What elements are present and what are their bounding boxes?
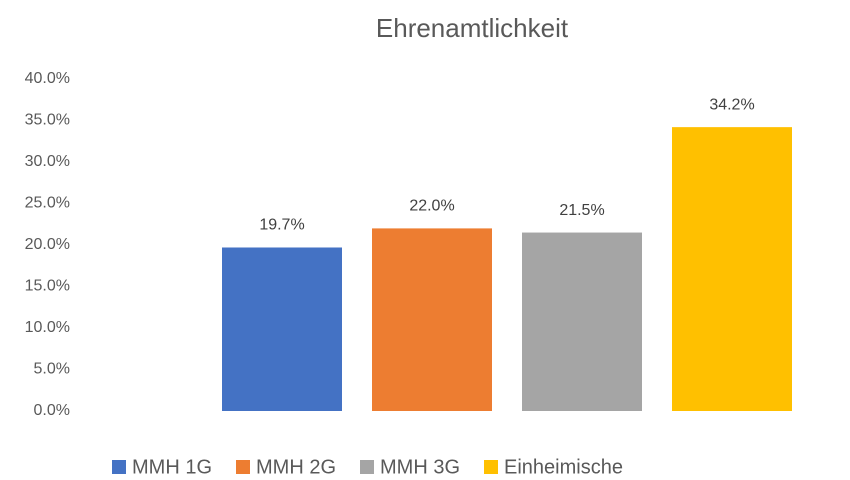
y-tick-label: 10.0% (25, 319, 70, 336)
legend-label: MMH 2G (256, 456, 336, 478)
bar (372, 228, 492, 411)
chart-title: Ehrenamtlichkeit (376, 13, 569, 43)
y-tick-label: 15.0% (25, 278, 70, 295)
legend-swatch (112, 460, 126, 474)
bar (522, 232, 642, 411)
y-tick-label: 5.0% (34, 361, 70, 378)
bar (672, 127, 792, 411)
data-label: 34.2% (709, 96, 754, 113)
y-tick-label: 25.0% (25, 195, 70, 212)
y-tick-label: 20.0% (25, 236, 70, 253)
legend-label: MMH 3G (380, 456, 460, 478)
legend-swatch (236, 460, 250, 474)
y-tick-label: 40.0% (25, 70, 70, 87)
data-label: 22.0% (409, 198, 454, 215)
legend-label: Einheimische (504, 456, 623, 478)
data-label: 21.5% (559, 202, 604, 219)
bar (222, 247, 342, 411)
y-tick-label: 35.0% (25, 112, 70, 129)
data-label: 19.7% (259, 217, 304, 234)
legend-swatch (360, 460, 374, 474)
legend-label: MMH 1G (132, 456, 212, 478)
y-tick-label: 30.0% (25, 153, 70, 170)
y-tick-label: 0.0% (34, 402, 70, 419)
legend-swatch (484, 460, 498, 474)
